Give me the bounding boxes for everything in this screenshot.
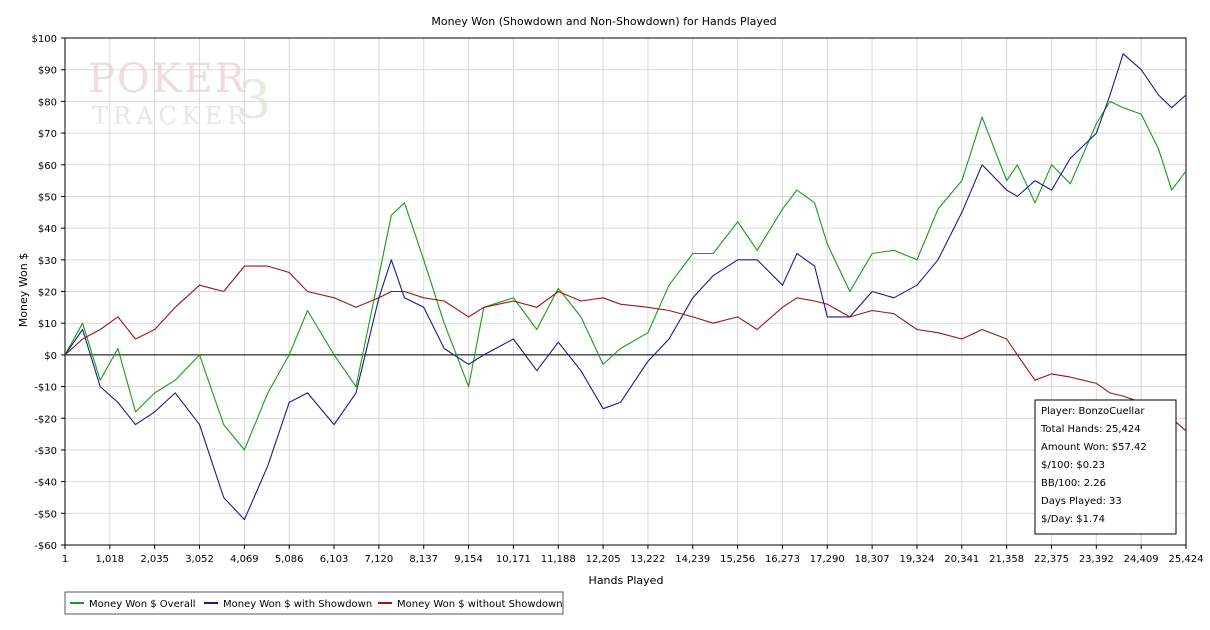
legend: Money Won $ Overall Money Won $ with Show… bbox=[64, 591, 564, 615]
series-line-1 bbox=[64, 100, 1187, 451]
x-tick-label: 13,222 bbox=[630, 554, 665, 565]
y-tick-label: $100 bbox=[32, 34, 57, 45]
stats-line: BB/100: 2.26 bbox=[1041, 478, 1106, 489]
y-tick-label: -$60 bbox=[34, 541, 57, 552]
y-axis-label: Money Won $ bbox=[17, 253, 30, 327]
y-tick-label: $50 bbox=[38, 192, 57, 203]
stats-line: Days Played: 33 bbox=[1041, 496, 1122, 507]
x-tick-label: 10,171 bbox=[496, 554, 531, 565]
x-axis-label: Hands Played bbox=[589, 574, 664, 587]
y-tick-label: -$40 bbox=[34, 478, 57, 489]
x-tick-label: 15,256 bbox=[720, 554, 755, 565]
x-tick-label: 14,239 bbox=[675, 554, 710, 565]
y-tick-label: -$30 bbox=[34, 446, 57, 457]
x-tick-label: 2,035 bbox=[140, 554, 169, 565]
y-tick-label: $40 bbox=[38, 224, 57, 235]
x-tick-label: 6,103 bbox=[320, 554, 349, 565]
y-tick-label: -$50 bbox=[34, 509, 57, 520]
legend-label: Money Won $ with Showdown bbox=[223, 599, 372, 610]
y-tick-label: $0 bbox=[44, 351, 57, 362]
series-line-3 bbox=[64, 265, 1187, 432]
y-tick-label: $80 bbox=[38, 97, 57, 108]
y-tick-label: $30 bbox=[38, 256, 57, 267]
x-tick-label: 18,307 bbox=[855, 554, 890, 565]
stats-line: $/100: $0.23 bbox=[1041, 460, 1105, 471]
x-tick-label: 8,137 bbox=[409, 554, 438, 565]
x-tick-label: 20,341 bbox=[944, 554, 979, 565]
poker-tracker-watermark: POKER TRACKER 3 bbox=[88, 56, 271, 131]
x-tick-label: 24,409 bbox=[1124, 554, 1159, 565]
x-tick-label: 9,154 bbox=[454, 554, 483, 565]
chart-series bbox=[64, 53, 1187, 521]
y-tick-label: $90 bbox=[38, 66, 57, 77]
x-tick-label: 21,358 bbox=[989, 554, 1024, 565]
y-tick-label: $60 bbox=[38, 161, 57, 172]
x-axis-ticks: 1 1,018 2,035 3,052 4,069 5,086 6,103 7,120 8,13… bbox=[62, 545, 1204, 565]
legend-border bbox=[64, 591, 564, 615]
stats-line: Total Hands: 25,424 bbox=[1040, 424, 1141, 435]
x-tick-label: 1 bbox=[62, 554, 68, 565]
x-tick-label: 17,290 bbox=[810, 554, 845, 565]
x-tick-label: 12,205 bbox=[586, 554, 621, 565]
x-tick-label: 19,324 bbox=[899, 554, 934, 565]
y-axis-ticks: $100 $90 $80 $70 $60 $50 $40 $30 $20 $10 $0 -$10 -$2… bbox=[32, 34, 65, 552]
watermark-line1: POKER bbox=[88, 56, 247, 102]
stats-line: Amount Won: $57.42 bbox=[1041, 442, 1147, 453]
stats-line: Player: BonzoCuellar bbox=[1041, 406, 1145, 417]
legend-label: Money Won $ without Showdown bbox=[397, 599, 563, 610]
x-tick-label: 25,424 bbox=[1169, 554, 1204, 565]
stats-line: $/Day: $1.74 bbox=[1041, 514, 1105, 525]
legend-label: Money Won $ Overall bbox=[89, 599, 196, 610]
chart-title: Money Won (Showdown and Non-Showdown) fo… bbox=[431, 15, 776, 28]
x-tick-label: 7,120 bbox=[365, 554, 394, 565]
y-tick-label: $10 bbox=[38, 319, 57, 330]
y-tick-label: $70 bbox=[38, 129, 57, 140]
y-tick-label: $20 bbox=[38, 288, 57, 299]
y-tick-label: -$10 bbox=[34, 383, 57, 394]
x-tick-label: 1,018 bbox=[96, 554, 125, 565]
stats-box-border bbox=[1034, 399, 1177, 535]
watermark-line2: TRACKER bbox=[92, 102, 250, 130]
x-tick-label: 22,375 bbox=[1034, 554, 1069, 565]
x-tick-label: 4,069 bbox=[230, 554, 259, 565]
y-tick-label: -$20 bbox=[34, 414, 57, 425]
x-tick-label: 23,392 bbox=[1079, 554, 1114, 565]
series-line-2 bbox=[64, 53, 1187, 521]
stats-box: Player: BonzoCuellar Total Hands: 25,424 A… bbox=[1034, 399, 1177, 535]
x-tick-label: 16,273 bbox=[765, 554, 800, 565]
x-tick-label: 3,052 bbox=[185, 554, 214, 565]
x-tick-label: 5,086 bbox=[275, 554, 304, 565]
x-tick-label: 11,188 bbox=[541, 554, 576, 565]
